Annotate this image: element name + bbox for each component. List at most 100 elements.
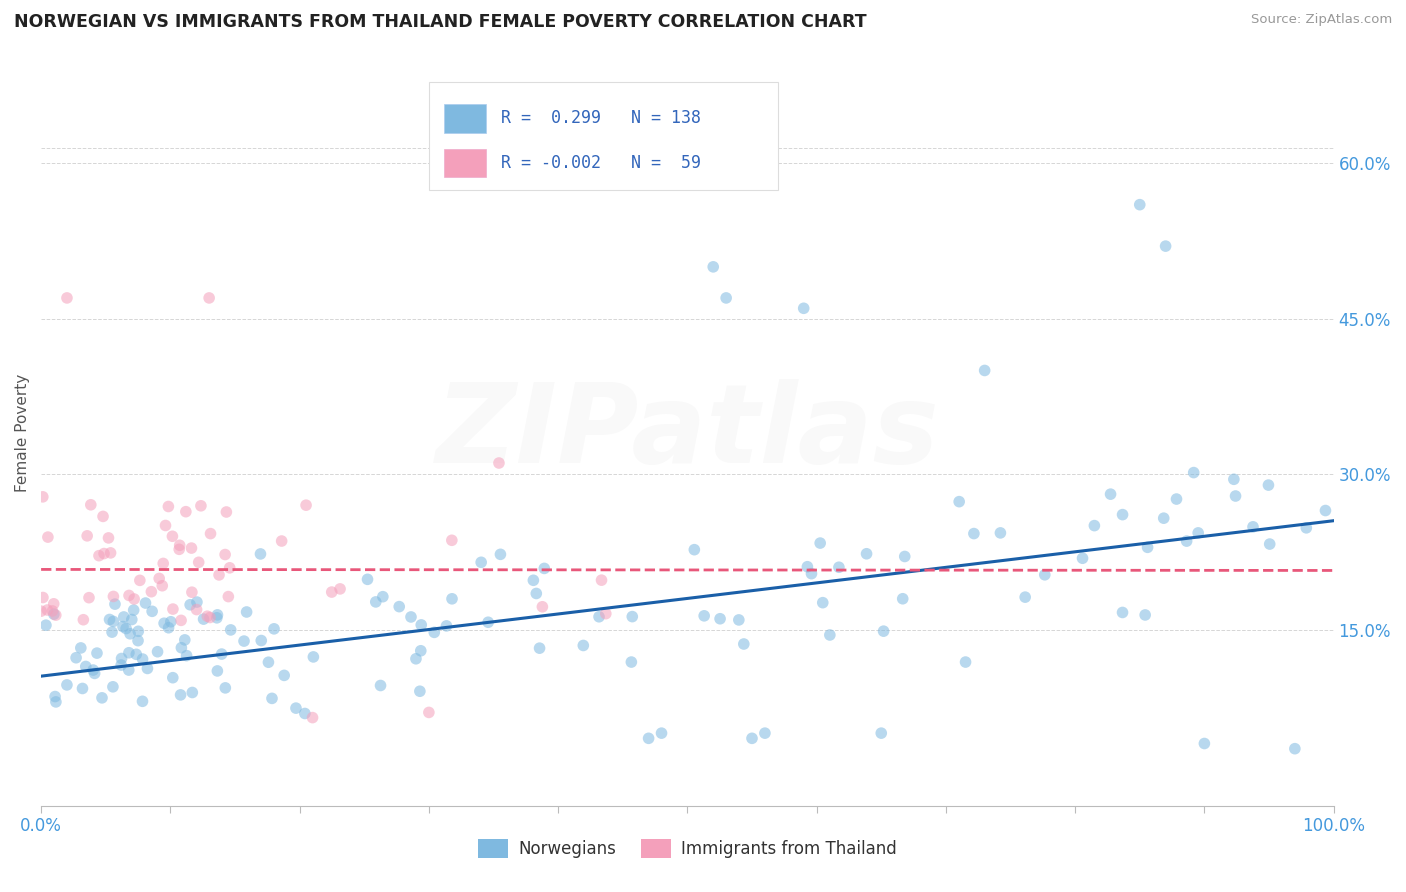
Point <box>522 574 544 588</box>
Point <box>963 526 986 541</box>
Point <box>793 301 815 316</box>
Point <box>411 618 433 632</box>
Point <box>100 546 122 560</box>
Point <box>1083 518 1105 533</box>
Point <box>80 498 103 512</box>
Point <box>399 610 422 624</box>
Point <box>870 726 893 740</box>
Point <box>637 731 659 746</box>
Point <box>990 525 1012 540</box>
Point <box>118 646 141 660</box>
Point <box>141 584 163 599</box>
Point <box>418 706 440 720</box>
FancyBboxPatch shape <box>429 82 778 190</box>
Point <box>148 571 170 585</box>
Point <box>179 598 201 612</box>
Point <box>714 291 737 305</box>
Point <box>157 500 180 514</box>
Point <box>893 549 915 564</box>
Point <box>257 655 280 669</box>
Point <box>488 456 510 470</box>
Point <box>1223 472 1246 486</box>
Point <box>1257 478 1279 492</box>
Point <box>87 549 110 563</box>
Point <box>409 684 432 698</box>
Point <box>1133 607 1156 622</box>
Text: R = -0.002   N =  59: R = -0.002 N = 59 <box>502 153 702 171</box>
Point <box>219 623 242 637</box>
Point <box>193 612 215 626</box>
Point <box>489 547 512 561</box>
Point <box>1225 489 1247 503</box>
Point <box>190 499 212 513</box>
Point <box>122 603 145 617</box>
Point <box>955 655 977 669</box>
Point <box>101 625 124 640</box>
Point <box>37 530 59 544</box>
Point <box>128 574 150 588</box>
Point <box>176 648 198 663</box>
Point <box>111 619 134 633</box>
Point <box>104 597 127 611</box>
Point <box>1099 487 1122 501</box>
Point <box>295 498 318 512</box>
Point <box>285 701 308 715</box>
Point <box>1136 541 1159 555</box>
Point <box>110 658 132 673</box>
Point <box>136 661 159 675</box>
Point <box>709 612 731 626</box>
Point <box>56 291 79 305</box>
Point <box>93 547 115 561</box>
Point <box>170 613 193 627</box>
Point <box>101 680 124 694</box>
Point <box>146 645 169 659</box>
Point <box>186 602 208 616</box>
Point <box>215 505 238 519</box>
Point <box>440 591 463 606</box>
Point <box>1033 567 1056 582</box>
Point <box>741 731 763 746</box>
Point <box>207 664 229 678</box>
Point <box>260 691 283 706</box>
Point <box>37 603 59 617</box>
Point <box>83 666 105 681</box>
Point <box>436 619 458 633</box>
Point <box>294 706 316 721</box>
Point <box>388 599 411 614</box>
Point <box>872 624 894 639</box>
Point <box>65 650 87 665</box>
Point <box>651 726 673 740</box>
Point <box>35 618 58 632</box>
Point <box>1111 606 1133 620</box>
Point <box>529 641 551 656</box>
Point <box>103 590 125 604</box>
Point <box>150 579 173 593</box>
Point <box>170 640 193 655</box>
Point <box>162 602 184 616</box>
Point <box>186 595 208 609</box>
Point <box>122 592 145 607</box>
Point <box>217 590 239 604</box>
Point <box>72 681 94 696</box>
FancyBboxPatch shape <box>444 149 485 178</box>
Point <box>533 561 555 575</box>
Point <box>82 663 104 677</box>
Point <box>205 611 228 625</box>
Point <box>208 568 231 582</box>
Point <box>153 616 176 631</box>
Point <box>621 609 644 624</box>
Point <box>702 260 724 274</box>
Y-axis label: Female Poverty: Female Poverty <box>15 374 30 491</box>
Point <box>818 628 841 642</box>
Point <box>30 604 52 618</box>
Point <box>364 595 387 609</box>
Point <box>198 610 221 624</box>
Point <box>134 596 156 610</box>
Point <box>1175 534 1198 549</box>
Point <box>302 649 325 664</box>
Point <box>405 652 427 666</box>
Point <box>141 604 163 618</box>
Point <box>811 596 834 610</box>
Point <box>727 613 749 627</box>
Text: NORWEGIAN VS IMMIGRANTS FROM THAILAND FEMALE POVERTY CORRELATION CHART: NORWEGIAN VS IMMIGRANTS FROM THAILAND FE… <box>14 13 866 31</box>
